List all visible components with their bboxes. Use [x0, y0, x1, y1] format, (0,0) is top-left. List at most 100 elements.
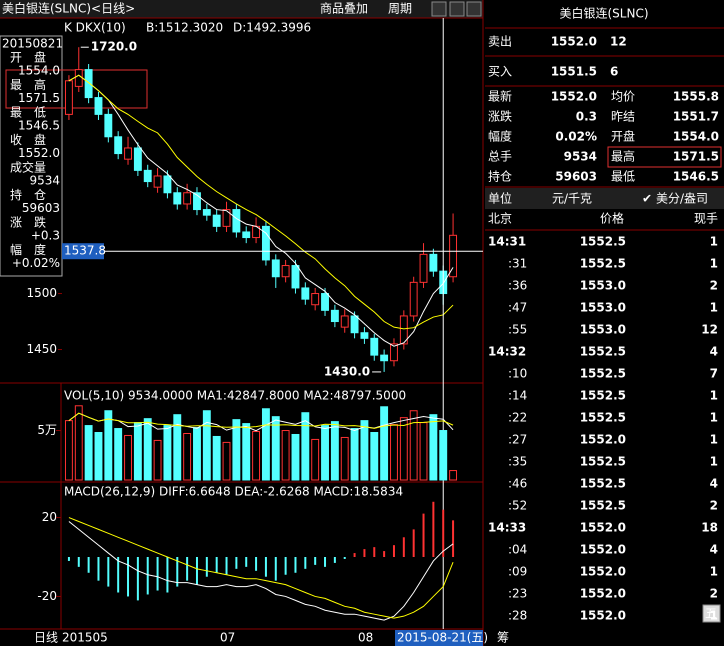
candle-body: [399, 315, 408, 345]
pane-title: K DKX(10): [64, 21, 126, 35]
tick-volume: 2: [710, 587, 718, 601]
tick-time: :47: [508, 301, 527, 315]
stat-value: 59603: [555, 170, 597, 184]
candle-body: [321, 293, 329, 311]
nav-button[interactable]: [449, 1, 465, 17]
candle-body: [183, 192, 192, 205]
quote-size: 12: [610, 35, 627, 49]
pane-value: B:1512.3020: [146, 21, 223, 35]
candle-body: [419, 253, 428, 283]
info-value: 59603: [22, 201, 60, 215]
cursor-date-box: [395, 630, 483, 646]
info-label: 幅 度: [10, 242, 46, 257]
crosshair-label: 1537.8: [64, 244, 106, 258]
unit-label: 单位: [488, 191, 512, 206]
info-label: 持 仓: [10, 187, 46, 202]
stat-value: 1555.8: [673, 90, 719, 104]
stat-label: 最高: [611, 149, 635, 164]
volume-bar: [370, 432, 379, 481]
tick-price: 1552.5: [580, 235, 626, 249]
volume-bar: [340, 436, 349, 481]
volume-bar: [449, 470, 458, 481]
candle-body: [193, 192, 201, 211]
volume-bar: [104, 410, 113, 481]
stat-value: 9534: [564, 150, 597, 164]
tick-time: :28: [508, 609, 527, 623]
menu-item[interactable]: 周期: [388, 2, 412, 16]
top-bar: [0, 0, 483, 18]
candle-body: [94, 97, 103, 115]
tick-volume: 2: [710, 279, 718, 293]
volume-bar: [94, 432, 103, 481]
stat-value: 1571.5: [673, 150, 719, 164]
nav-button[interactable]: [431, 1, 447, 17]
stat-label: 涨跌: [488, 109, 512, 124]
y-tick-label: 5万: [37, 423, 57, 437]
tick-volume: 1: [710, 433, 718, 447]
tick-volume: 18: [701, 521, 718, 535]
tick-time: 14:32: [488, 345, 526, 359]
candle-body: [301, 287, 310, 300]
stat-label: 幅度: [488, 129, 512, 144]
tick-price: 1553.0: [580, 323, 626, 337]
tick-price: 1552.5: [580, 411, 626, 425]
volume-bar: [212, 435, 221, 481]
stat-value: 1546.5: [673, 170, 719, 184]
volume-bar: [193, 427, 201, 481]
quote-price: 1552.0: [551, 35, 597, 49]
y-tick-label: 20: [42, 510, 57, 524]
tick-price: 1553.0: [580, 279, 626, 293]
candle-body: [311, 293, 320, 306]
volume-bar: [183, 432, 192, 481]
tick-volume: 7: [710, 367, 718, 381]
tick-time: :35: [508, 455, 527, 469]
stat-label: 均价: [611, 90, 635, 104]
candle-body: [409, 281, 418, 317]
menu-item[interactable]: 商品叠加: [320, 1, 368, 16]
volume-bar: [350, 428, 359, 481]
info-value: +0.3: [31, 229, 60, 243]
unit-row: [485, 188, 724, 209]
info-label: 最 高: [10, 77, 46, 92]
info-label: 涨 跌: [10, 215, 46, 230]
candle-body: [153, 175, 162, 188]
nav-button[interactable]: [466, 1, 482, 17]
candle-body: [370, 337, 379, 356]
info-label: 收 盘: [10, 132, 46, 147]
window-title: 美白银连(SLNC)<日线>: [2, 1, 135, 16]
x-tick-label: 201505: [62, 631, 108, 645]
info-value: 1546.5: [18, 119, 60, 133]
tick-price: 1552.5: [580, 499, 626, 513]
y-tick-label: 1450: [26, 342, 57, 356]
candle-body: [340, 315, 349, 328]
cursor-date: 2015-08-21(五): [397, 631, 488, 645]
ma-line: [68, 74, 454, 330]
volume-bar: [153, 439, 162, 481]
five-button[interactable]: [702, 604, 721, 623]
quote-size: 6: [610, 65, 618, 79]
check: ✔: [642, 192, 652, 206]
info-value: +0.02%: [12, 256, 60, 270]
volume-bar: [439, 430, 448, 481]
y-tick-label: 1500: [26, 286, 57, 300]
tick-time: 14:33: [488, 521, 526, 535]
tick-time: :27: [508, 433, 527, 447]
tick-volume: 1: [710, 389, 718, 403]
macd-line: [68, 517, 454, 619]
stat-value: 1551.7: [673, 110, 719, 124]
candle-body: [124, 147, 132, 160]
candle-body: [163, 175, 172, 194]
volume-bar: [74, 405, 83, 481]
tick-price: 1552.5: [580, 257, 626, 271]
column-header: 现手: [694, 212, 718, 226]
info-date: 20150821: [2, 37, 63, 51]
volume-bar: [399, 417, 408, 481]
unit-option[interactable]: 美分/盎司: [656, 192, 708, 206]
info-value: 1552.0: [18, 146, 60, 160]
volume-bar: [261, 408, 270, 481]
stat-label: 总手: [488, 150, 512, 164]
volume-bar: [143, 418, 152, 481]
candle-body: [104, 113, 113, 138]
tick-time: :14: [508, 389, 527, 403]
